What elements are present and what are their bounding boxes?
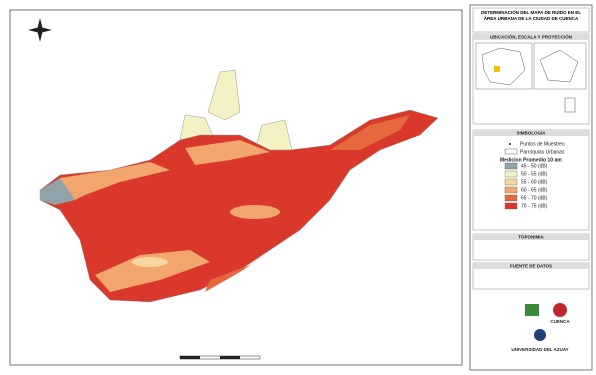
legend-label: 50 - 55 (dB) xyxy=(521,171,548,177)
inset-map xyxy=(476,43,532,89)
inset-index xyxy=(565,98,575,112)
page: {"title":"DETERMINACIÓN DEL MAPA DE RUID… xyxy=(0,0,596,375)
title-wrap: DETERMINACIÓN DEL MAPA DE RUIDO EN EL ÁR… xyxy=(475,10,587,30)
legend-swatch xyxy=(505,179,517,185)
legend-swatch xyxy=(505,195,517,201)
legend-label: 45 - 50 (dB) xyxy=(521,163,548,169)
university-logo xyxy=(534,329,546,341)
legend-label: Parroquias Urbanas xyxy=(520,149,565,155)
city-logo xyxy=(553,303,567,317)
legend-swatch xyxy=(505,203,517,209)
legend-label: 55 - 60 (dB) xyxy=(521,179,548,185)
university-logo-text: UNIVERSIDAD DEL AZUAY xyxy=(511,347,568,352)
legend-label: 70 - 75 (dB) xyxy=(521,203,548,209)
legend-parish-symbol xyxy=(505,149,517,154)
legend-label: Puntos de Muestreo xyxy=(520,141,565,147)
map-title: DETERMINACIÓN DEL MAPA DE RUIDO EN EL ÁR… xyxy=(475,10,587,22)
legend-label: 65 - 70 (dB) xyxy=(521,195,548,201)
inset-region xyxy=(494,66,500,72)
section-title: SIMBOLOGÍA xyxy=(517,129,547,136)
city-logo-text: CUENCA xyxy=(550,319,570,324)
section-title: TOPONIMIA xyxy=(518,235,544,240)
legend-label: 60 - 65 (dB) xyxy=(521,187,548,193)
section-title: FUENTE DE DATOS xyxy=(510,264,552,269)
legend-point-symbol xyxy=(509,143,511,145)
map-layout: DETERMINACIÓN DEL MAPA DE RUIDO EN EL ÁR… xyxy=(0,0,596,375)
legend-swatch xyxy=(505,187,517,193)
legend-swatch xyxy=(505,163,517,169)
gov-logo xyxy=(525,304,539,316)
legend-swatch xyxy=(505,171,517,177)
scale-bar xyxy=(180,356,260,359)
section-title: UBICACIÓN, ESCALA Y PROYECCIÓN xyxy=(490,33,572,40)
